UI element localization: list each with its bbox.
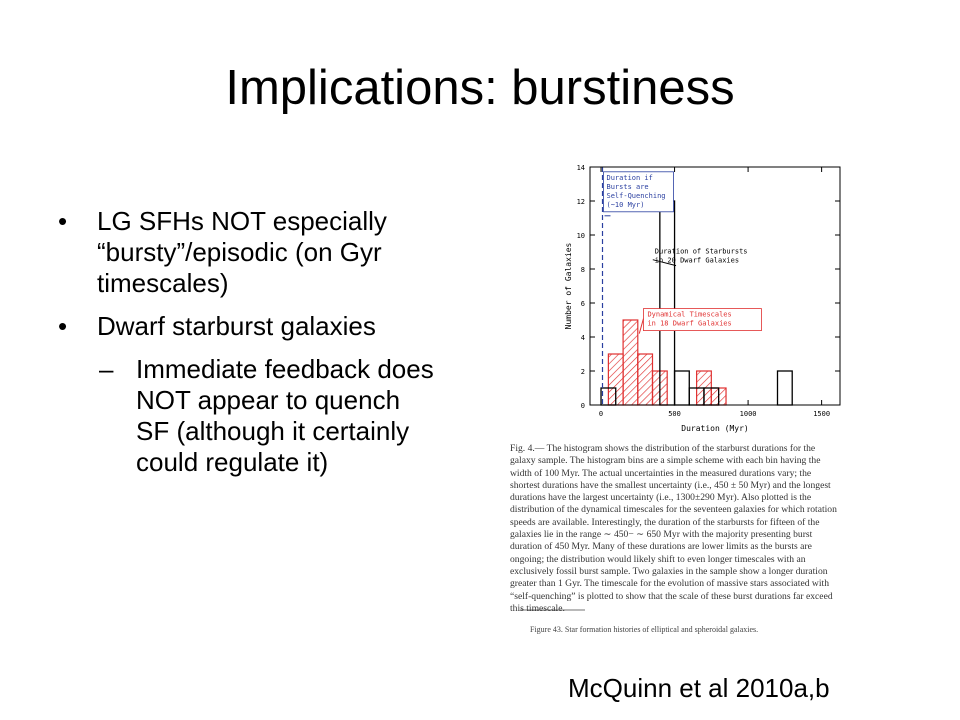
slide-title: Implications: burstiness [225, 61, 735, 115]
y-tick-label: 6 [581, 300, 585, 308]
bullet-marker: • [58, 206, 68, 236]
quench-annotation-text: Self-Quenching [607, 192, 666, 200]
quench-annotation-text: (~10 Myr) [607, 201, 645, 209]
y-tick-label: 14 [577, 164, 585, 172]
bullet-text: LG SFHs NOT especially “bursty”/episodic… [97, 206, 387, 298]
dynamical-arrow [638, 318, 644, 334]
subbullet-text: Immediate feedback does NOT appear to qu… [136, 354, 434, 477]
x-tick-label: 1000 [740, 410, 757, 418]
y-tick-label: 2 [581, 368, 585, 376]
x-tick-label: 0 [599, 410, 603, 418]
dynamical-annotation-text: in 18 Dwarf Galaxies [647, 320, 731, 328]
y-axis-label: Number of Galaxies [564, 242, 573, 329]
x-tick-label: 500 [668, 410, 681, 418]
y-tick-label: 0 [581, 402, 585, 410]
y-tick-label: 10 [577, 232, 585, 240]
dynamical-annotation-text: Dynamical Timescales [647, 311, 731, 319]
bullet-list: • LG SFHs NOT especially “bursty”/episod… [58, 206, 438, 488]
y-tick-label: 12 [577, 198, 585, 206]
starburst-duration-bar [673, 370, 690, 406]
bullet-item: • Dwarf starburst galaxies [58, 311, 438, 342]
dynamical-timescale-bar [622, 319, 639, 406]
citation: McQuinn et al 2010a,b [568, 673, 830, 703]
bullet-marker: • [58, 311, 68, 341]
subbullet-item: – Immediate feedback does NOT appear to … [58, 354, 438, 478]
x-tick-label: 1500 [813, 410, 830, 418]
starburst-annotation-text: in 20 Dwarf Galaxies [655, 257, 739, 265]
figure-caption: Fig. 4.— The histogram shows the distrib… [510, 443, 837, 614]
dynamical-timescale-bar [637, 353, 654, 406]
y-tick-label: 4 [581, 334, 585, 342]
starburst-arrow [652, 259, 677, 267]
bullet-item: • LG SFHs NOT especially “bursty”/episod… [58, 206, 438, 299]
starburst-duration-bar [776, 370, 793, 406]
quench-annotation-text: Duration if [607, 174, 653, 182]
histogram-figure: 0 2 4 6 8 10 12 14 0 500 1000 1500 Duration (Myr) Num… [520, 164, 841, 611]
starburst-annotation-text: Duration of Starbursts [655, 248, 748, 256]
quench-annotation-box [603, 171, 674, 213]
x-axis-label: Duration (Myr) [681, 424, 748, 433]
quench-annotation-text: Bursts are [607, 183, 649, 191]
y-tick-label: 8 [581, 266, 585, 274]
subbullet-marker: – [99, 354, 114, 384]
bullet-text: Dwarf starburst galaxies [97, 311, 376, 341]
plot-frame [589, 166, 841, 406]
figure-43-caption: Figure 43. Star formation histories of e… [530, 625, 759, 634]
